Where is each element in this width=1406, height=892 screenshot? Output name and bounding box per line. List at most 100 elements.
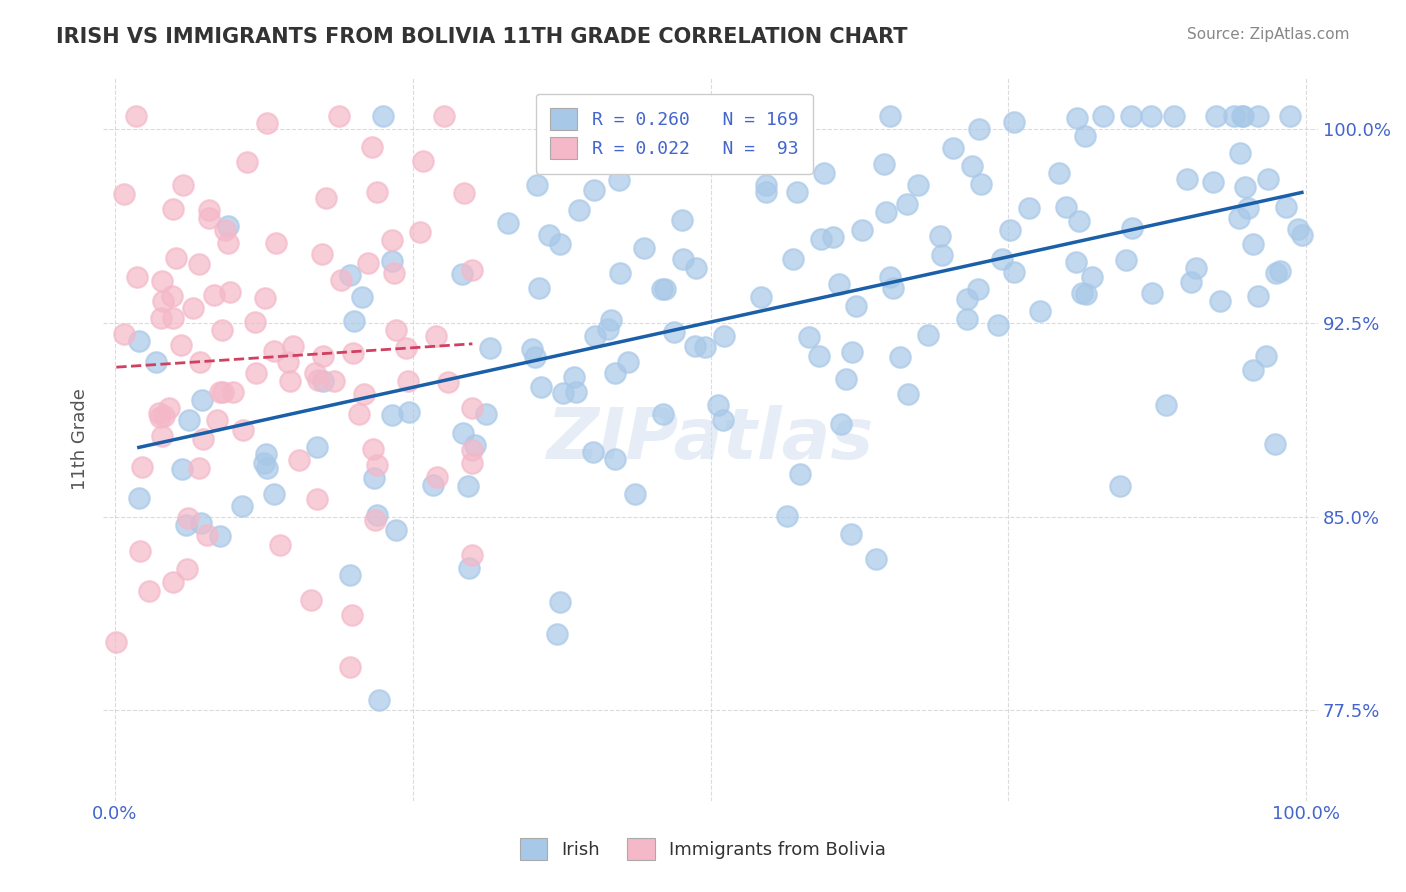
Point — [363, 442, 385, 456]
Point — [1180, 275, 1202, 289]
Point — [1202, 175, 1225, 189]
Point — [278, 375, 301, 389]
Point — [970, 177, 993, 191]
Point — [425, 329, 447, 343]
Point — [879, 109, 901, 123]
Point — [1256, 349, 1278, 363]
Point — [1247, 289, 1270, 303]
Point — [221, 384, 243, 399]
Point — [342, 314, 364, 328]
Point — [409, 225, 432, 239]
Point — [461, 401, 484, 416]
Point — [254, 447, 277, 461]
Point — [896, 197, 918, 211]
Point — [217, 236, 239, 251]
Point — [782, 252, 804, 266]
Point — [311, 247, 333, 261]
Point — [433, 109, 456, 123]
Point — [329, 273, 352, 287]
Point — [1264, 437, 1286, 451]
Point — [565, 385, 588, 400]
Point — [276, 355, 298, 369]
Point — [1205, 109, 1227, 123]
Point — [530, 380, 553, 394]
Point — [1156, 398, 1178, 412]
Point — [1163, 109, 1185, 123]
Point — [1076, 287, 1098, 301]
Point — [339, 568, 361, 582]
Point — [889, 351, 911, 365]
Point — [263, 343, 285, 358]
Point — [457, 561, 479, 575]
Point — [363, 513, 385, 527]
Point — [1241, 362, 1264, 376]
Point — [366, 458, 388, 472]
Point — [865, 552, 887, 566]
Point — [582, 183, 605, 197]
Point — [1047, 166, 1070, 180]
Point — [1066, 112, 1088, 126]
Point — [190, 516, 212, 530]
Point — [305, 492, 328, 507]
Point — [304, 366, 326, 380]
Point — [1227, 211, 1250, 225]
Point — [381, 254, 404, 268]
Point — [1140, 109, 1163, 123]
Point — [152, 294, 174, 309]
Point — [381, 408, 404, 422]
Point — [256, 116, 278, 130]
Point — [1071, 285, 1094, 300]
Point — [451, 425, 474, 440]
Point — [1185, 261, 1208, 276]
Point — [461, 442, 484, 457]
Point — [550, 236, 572, 251]
Point — [128, 491, 150, 505]
Point — [821, 229, 844, 244]
Point — [1109, 479, 1132, 493]
Point — [609, 266, 631, 280]
Point — [209, 529, 232, 543]
Point — [651, 408, 673, 422]
Y-axis label: 11th Grade: 11th Grade — [72, 388, 89, 490]
Point — [1222, 109, 1244, 123]
Point — [755, 185, 778, 199]
Point — [131, 460, 153, 475]
Point — [299, 592, 322, 607]
Point — [672, 252, 695, 267]
Point — [357, 256, 380, 270]
Point — [600, 313, 623, 327]
Point — [207, 413, 229, 427]
Point — [751, 109, 773, 123]
Point — [264, 235, 287, 250]
Point — [263, 487, 285, 501]
Point — [112, 327, 135, 342]
Point — [312, 350, 335, 364]
Point — [366, 185, 388, 199]
Point — [956, 293, 979, 307]
Point — [453, 186, 475, 201]
Point — [624, 486, 647, 500]
Point — [191, 432, 214, 446]
Point — [633, 241, 655, 255]
Point — [1234, 180, 1257, 194]
Point — [436, 375, 458, 389]
Point — [170, 338, 193, 352]
Text: Source: ZipAtlas.com: Source: ZipAtlas.com — [1187, 27, 1350, 42]
Point — [1092, 109, 1115, 123]
Point — [422, 478, 444, 492]
Point — [212, 385, 235, 400]
Point — [813, 166, 835, 180]
Point — [125, 270, 148, 285]
Point — [256, 461, 278, 475]
Point — [603, 451, 626, 466]
Text: IRISH VS IMMIGRANTS FROM BOLIVIA 11TH GRADE CORRELATION CHART: IRISH VS IMMIGRANTS FROM BOLIVIA 11TH GR… — [56, 27, 908, 46]
Point — [191, 393, 214, 408]
Point — [323, 374, 346, 388]
Point — [931, 248, 953, 262]
Point — [363, 470, 385, 484]
Point — [382, 266, 405, 280]
Point — [176, 562, 198, 576]
Point — [683, 339, 706, 353]
Point — [1279, 109, 1302, 123]
Point — [478, 341, 501, 355]
